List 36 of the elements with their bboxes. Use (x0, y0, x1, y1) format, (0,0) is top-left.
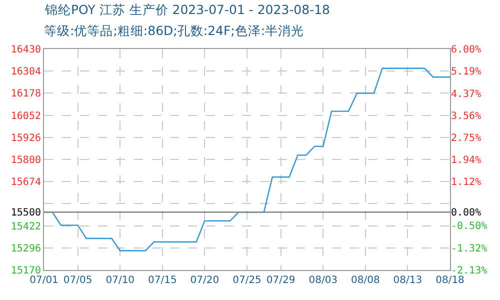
y2-tick-label: -1.32% (451, 243, 488, 254)
y-tick-label: 15170 (10, 266, 41, 276)
y2-tick-label: 6.00% (451, 44, 482, 56)
chart-title: 锦纶POY 江苏 生产价 2023-07-01 - 2023-08-18 (44, 2, 330, 17)
x-tick-label: 07/01 (30, 275, 58, 286)
line-series (44, 68, 450, 252)
chart-subtitle: 等级:优等品;粗细:86D;孔数:24F;色泽:半消光 (44, 23, 304, 38)
x-tick-label: 08/03 (308, 275, 338, 286)
x-tick-label: 07/29 (266, 275, 296, 286)
y-tick-label: 15296 (10, 243, 41, 254)
x-tick-label: 07/10 (106, 275, 135, 286)
x-tick-label: 07/25 (232, 275, 262, 286)
y-tick-label: 16052 (10, 110, 41, 122)
y-tick-label: 15500 (10, 208, 41, 219)
x-tick-label: 08/13 (393, 275, 422, 286)
y-tick-label: 15422 (10, 221, 41, 232)
x-tick-label: 07/05 (63, 275, 92, 286)
y-tick-label: 16430 (10, 44, 41, 56)
y2-tick-label: 4.37% (451, 88, 482, 100)
y2-tick-label: 0.00% (451, 208, 482, 219)
x-tick-label: 08/08 (351, 275, 380, 286)
x-tick-label: 08/18 (436, 275, 464, 286)
y2-tick-label: -2.13% (451, 266, 488, 276)
y-tick-label: 15674 (10, 177, 41, 188)
y-tick-label: 16178 (10, 88, 41, 100)
y2-tick-label: 1.12% (451, 177, 482, 188)
y2-tick-label: 2.75% (451, 132, 482, 144)
x-tick-label: 07/15 (148, 275, 177, 286)
y2-tick-label: 3.56% (451, 110, 482, 122)
x-tick-label: 07/20 (190, 275, 220, 286)
y2-tick-label: 5.19% (451, 66, 482, 78)
y2-tick-label: -0.50% (451, 221, 488, 232)
y2-tick-label: 1.94% (451, 154, 482, 166)
y-tick-label: 15926 (10, 132, 41, 144)
y-tick-label: 16304 (10, 66, 41, 78)
y-tick-label: 15800 (10, 155, 41, 166)
